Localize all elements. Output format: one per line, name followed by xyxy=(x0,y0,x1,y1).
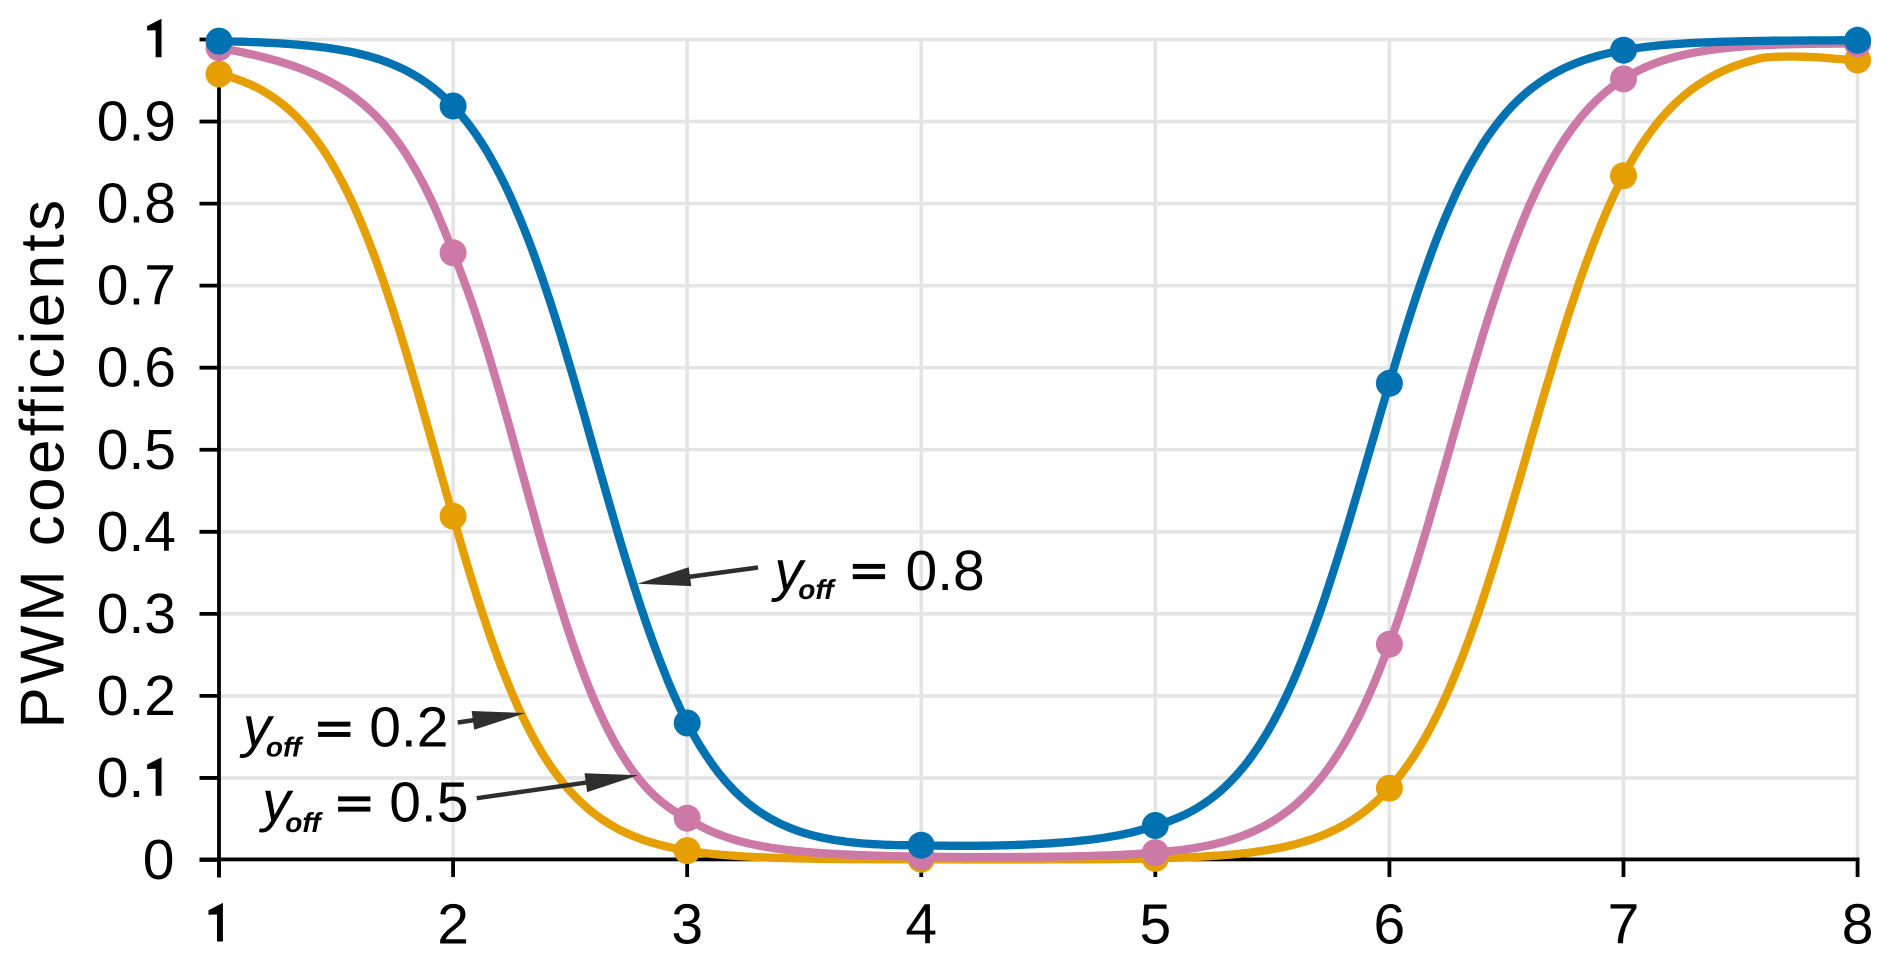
svg-text:0.8: 0.8 xyxy=(906,539,985,603)
svg-text:y: y xyxy=(239,695,275,759)
svg-text:8: 8 xyxy=(1842,892,1874,956)
svg-text:4: 4 xyxy=(905,892,937,956)
svg-text:6: 6 xyxy=(1374,892,1406,956)
svg-text:0.2: 0.2 xyxy=(97,664,176,728)
svg-text:y: y xyxy=(258,769,294,833)
svg-text:0.5: 0.5 xyxy=(97,418,176,482)
svg-text:7: 7 xyxy=(1608,892,1640,956)
svg-text:off: off xyxy=(266,731,304,762)
svg-text:0.4: 0.4 xyxy=(97,500,176,564)
svg-text:0.7: 0.7 xyxy=(97,254,176,318)
svg-text:0.9: 0.9 xyxy=(97,90,176,154)
svg-text:off: off xyxy=(798,574,836,605)
svg-text:0.8: 0.8 xyxy=(97,172,176,236)
svg-text:0.6: 0.6 xyxy=(97,336,176,400)
svg-text:0.3: 0.3 xyxy=(97,582,176,646)
svg-text:PWM coefficients: PWM coefficients xyxy=(9,196,78,728)
svg-text:off: off xyxy=(285,807,323,838)
svg-text:y: y xyxy=(770,539,806,603)
svg-text:0: 0 xyxy=(143,828,175,892)
svg-text:2: 2 xyxy=(437,892,469,956)
svg-text:0.2: 0.2 xyxy=(369,695,448,759)
svg-text:3: 3 xyxy=(671,892,703,956)
svg-text:5: 5 xyxy=(1139,892,1171,956)
svg-text:0.: 0. xyxy=(97,746,145,810)
svg-text:0.5: 0.5 xyxy=(389,770,468,834)
